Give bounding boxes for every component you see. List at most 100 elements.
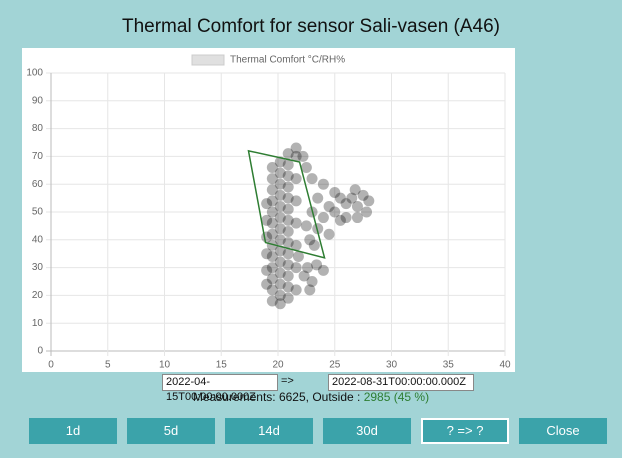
point xyxy=(308,239,320,251)
point xyxy=(317,178,329,190)
range-button[interactable]: 1d xyxy=(29,418,117,444)
y-tick-label: 80 xyxy=(32,123,44,134)
point xyxy=(274,178,286,190)
point xyxy=(282,181,294,193)
point xyxy=(317,264,329,276)
point xyxy=(282,148,294,160)
outside-count: 2985 (45 %) xyxy=(363,390,430,404)
point xyxy=(306,173,318,185)
point xyxy=(274,212,286,224)
range-button[interactable]: 5d xyxy=(127,418,215,444)
point xyxy=(282,237,294,249)
x-tick-label: 25 xyxy=(329,360,341,371)
point xyxy=(323,200,335,212)
point xyxy=(340,198,352,210)
point xyxy=(290,284,302,296)
y-tick-label: 50 xyxy=(32,207,44,218)
point xyxy=(304,234,316,246)
point xyxy=(312,192,324,204)
point xyxy=(292,250,304,262)
x-tick-label: 5 xyxy=(105,360,111,371)
y-tick-label: 30 xyxy=(32,262,44,273)
x-tick-label: 40 xyxy=(499,360,511,371)
point xyxy=(274,200,286,212)
point xyxy=(290,239,302,251)
legend-label: Thermal Comfort °C/RH% xyxy=(230,55,345,66)
range-button[interactable]: 14d xyxy=(225,418,313,444)
chart: 0 10 20 30 40 50 60 70 80 90 100 0 5 10 15 20 25 30 35 40 Th… xyxy=(22,48,515,372)
range-button[interactable]: ? => ? xyxy=(421,418,509,444)
point xyxy=(346,192,358,204)
point xyxy=(290,173,302,185)
point xyxy=(282,259,294,271)
point xyxy=(282,281,294,293)
point xyxy=(340,212,352,224)
to-input[interactable]: 2022-08-31T00:00:00.000Z xyxy=(328,374,474,391)
point xyxy=(282,270,294,282)
point xyxy=(274,278,286,290)
legend-swatch xyxy=(191,54,225,66)
point xyxy=(290,217,302,229)
point xyxy=(274,234,286,246)
point xyxy=(282,248,294,260)
point xyxy=(274,245,286,257)
point xyxy=(274,298,286,310)
x-tick-label: 30 xyxy=(386,360,398,371)
point xyxy=(282,170,294,182)
point xyxy=(274,189,286,201)
point xyxy=(329,187,341,199)
point xyxy=(298,270,310,282)
point xyxy=(261,214,273,226)
range-button[interactable]: 30d xyxy=(323,418,411,444)
point xyxy=(282,192,294,204)
point xyxy=(300,162,312,174)
comfort-zone xyxy=(247,149,326,259)
point xyxy=(266,295,278,307)
range-button[interactable]: Close xyxy=(519,418,607,444)
from-input[interactable]: 2022-04-15T00:00:00.000Z xyxy=(162,374,278,403)
point xyxy=(274,256,286,268)
x-tick-label: 15 xyxy=(216,360,228,371)
point xyxy=(274,156,286,168)
point xyxy=(266,162,278,174)
title: Thermal Comfort for sensor Sali-vasen (A… xyxy=(121,16,500,37)
y-tick-label: 60 xyxy=(32,179,44,190)
y-tick-label: 100 xyxy=(26,68,43,79)
y-tick-label: 0 xyxy=(37,346,43,357)
point xyxy=(290,142,302,154)
point xyxy=(261,278,273,290)
point xyxy=(266,217,278,229)
point xyxy=(274,167,286,179)
x-tick-label: 10 xyxy=(159,360,171,371)
x-tick-label: 35 xyxy=(443,360,455,371)
point xyxy=(363,195,375,207)
point xyxy=(317,212,329,224)
arrow: => xyxy=(281,375,294,387)
point xyxy=(297,150,309,162)
point xyxy=(334,214,346,226)
point xyxy=(266,195,278,207)
point xyxy=(266,173,278,185)
y-tick-label: 40 xyxy=(32,234,44,245)
point xyxy=(266,239,278,251)
y-tick-label: 20 xyxy=(32,290,44,301)
point xyxy=(334,192,346,204)
point xyxy=(266,262,278,274)
point xyxy=(351,200,363,212)
point xyxy=(282,225,294,237)
y-tick-label: 70 xyxy=(32,151,44,162)
point xyxy=(261,198,273,210)
point xyxy=(306,276,318,287)
point xyxy=(261,264,273,276)
point xyxy=(290,262,302,274)
point xyxy=(304,284,316,296)
point xyxy=(311,259,323,271)
point xyxy=(274,289,286,301)
point xyxy=(266,184,278,196)
point xyxy=(300,220,312,232)
measurements-label: Measurements: 6625, Outside : xyxy=(192,390,364,404)
x-tick-label: 20 xyxy=(272,360,284,371)
point xyxy=(351,212,363,224)
point xyxy=(290,150,302,162)
